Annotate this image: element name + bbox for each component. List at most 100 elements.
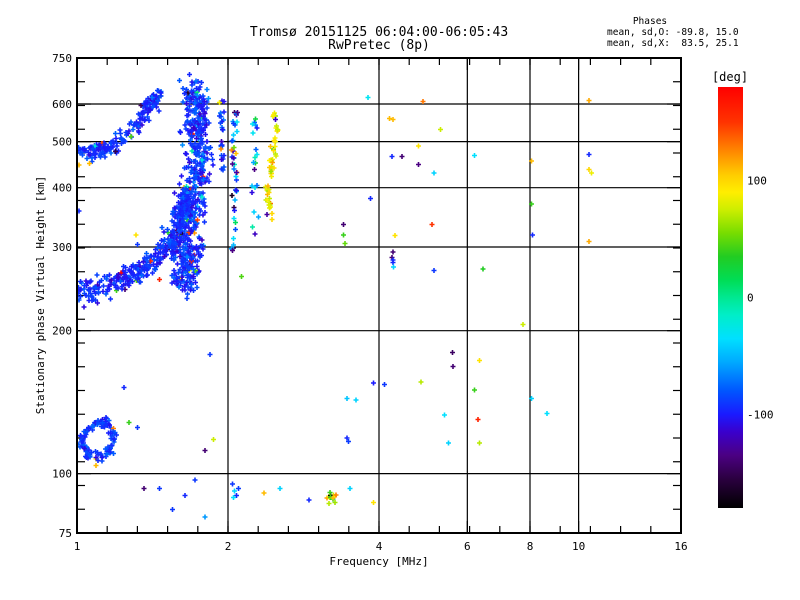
scatter-point	[193, 78, 199, 84]
scatter-point	[199, 237, 205, 243]
scatter-point	[198, 171, 204, 176]
x-tick-label: 6	[464, 540, 471, 553]
scatter-point	[139, 122, 145, 128]
scatter-point	[190, 199, 196, 205]
scatter-point	[155, 88, 160, 93]
scatter-point	[204, 105, 210, 111]
y-tick-label: 500	[52, 136, 72, 149]
scatter-point	[229, 138, 235, 144]
scatter-point	[477, 440, 482, 446]
scatter-point	[177, 247, 183, 252]
scatter-point	[102, 154, 108, 160]
scatter-point	[113, 131, 118, 136]
scatter-point	[218, 120, 223, 126]
scatter-point	[194, 136, 199, 141]
scatter-point	[231, 121, 236, 126]
scatter-point	[233, 227, 238, 232]
scatter-point	[252, 155, 258, 160]
scatter-point	[200, 151, 206, 157]
scatter-point	[180, 213, 185, 219]
scatter-point	[182, 91, 187, 96]
scatter-point	[232, 197, 238, 203]
scatter-point	[185, 211, 190, 217]
scatter-point	[267, 158, 272, 163]
scatter-point	[111, 436, 117, 442]
scatter-point	[253, 122, 258, 128]
scatter-point	[183, 186, 189, 192]
scatter-point	[353, 397, 359, 403]
scatter-point	[586, 167, 592, 172]
scatter-point	[157, 486, 162, 491]
scatter-point	[197, 84, 203, 90]
scatter-point	[90, 424, 95, 429]
scatter-point	[86, 293, 91, 299]
scatter-point	[184, 263, 189, 269]
scatter-point	[138, 279, 143, 285]
scatter-point	[174, 248, 180, 254]
scatter-point	[80, 146, 86, 152]
scatter-point	[306, 497, 312, 503]
scatter-point	[193, 158, 198, 164]
scatter-point	[189, 148, 195, 154]
scatter-point	[146, 264, 152, 269]
scatter-point	[186, 194, 191, 199]
scatter-point	[177, 240, 183, 245]
scatter-point	[194, 144, 200, 149]
scatter-point	[232, 208, 237, 213]
scatter-point	[114, 140, 119, 146]
scatter-point	[250, 130, 256, 136]
scatter-point	[250, 121, 255, 127]
scatter-point	[187, 179, 193, 185]
scatter-point	[264, 212, 270, 217]
scatter-point	[197, 199, 202, 204]
scatter-point	[184, 101, 189, 106]
scatter-point	[119, 284, 125, 289]
scatter-point	[250, 224, 255, 230]
scatter-point	[416, 162, 421, 167]
scatter-point	[202, 117, 208, 123]
scatter-point	[181, 236, 186, 241]
scatter-point	[234, 129, 240, 134]
scatter-point	[183, 215, 189, 220]
scatter-point	[230, 161, 235, 167]
scatter-point	[332, 500, 338, 505]
stats-line-x: mean, sd,X: 83.5, 25.1	[607, 38, 739, 49]
scatter-point	[89, 294, 95, 300]
scatter-point	[272, 144, 278, 149]
scatter-point	[347, 486, 353, 491]
scatter-point	[342, 241, 348, 246]
scatter-point	[196, 104, 201, 109]
scatter-point	[170, 251, 175, 257]
scatter-point	[81, 304, 87, 310]
scatter-point	[108, 430, 113, 436]
scatter-point	[194, 271, 200, 277]
scatter-point	[175, 213, 180, 218]
scatter-point	[141, 486, 147, 491]
scatter-point	[154, 261, 160, 267]
scatter-point	[201, 96, 206, 102]
scatter-point	[161, 229, 167, 235]
scatter-point	[185, 273, 191, 278]
scatter-point	[96, 147, 101, 153]
scatter-point	[202, 514, 208, 520]
scatter-point	[180, 287, 185, 293]
scatter-point	[170, 228, 175, 234]
scatter-point	[178, 130, 183, 135]
scatter-point	[446, 440, 451, 446]
scatter-point	[192, 210, 198, 216]
scatter-point	[229, 147, 234, 153]
scatter-point	[97, 153, 103, 158]
scatter-point	[105, 144, 111, 149]
scatter-point	[84, 429, 90, 434]
scatter-point	[111, 451, 116, 456]
scatter-point	[136, 128, 141, 134]
scatter-point	[233, 220, 238, 225]
scatter-point	[188, 287, 193, 293]
scatter-point	[201, 102, 207, 107]
scatter-point	[187, 251, 193, 257]
scatter-point	[231, 155, 236, 161]
x-tick-label: 2	[225, 540, 232, 553]
scatter-point	[219, 157, 224, 162]
scatter-point	[149, 95, 155, 100]
